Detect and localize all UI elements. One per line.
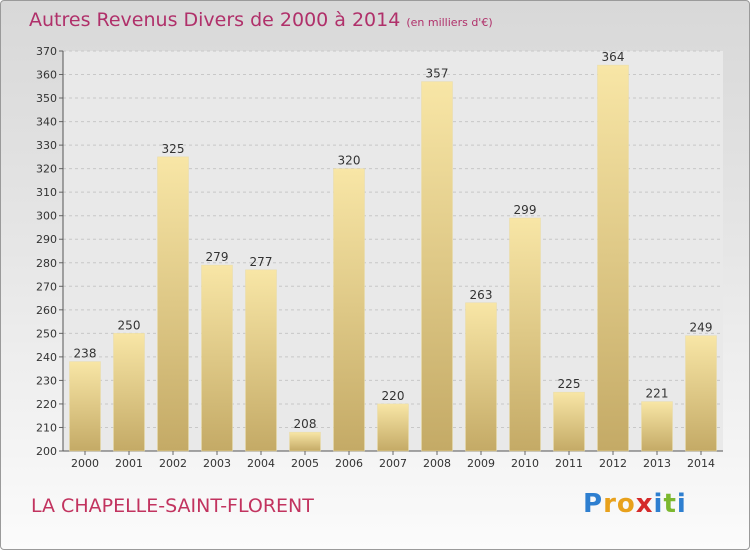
data-label: 221	[646, 387, 669, 401]
bar	[113, 333, 145, 452]
bar	[333, 168, 365, 452]
bar	[509, 217, 541, 452]
x-tick-label: 2004	[247, 457, 275, 470]
data-label: 364	[602, 50, 625, 64]
y-tick-label: 230	[36, 374, 57, 387]
data-label: 220	[382, 389, 405, 403]
chart-subtitle: (en milliers d'€)	[406, 16, 493, 29]
x-tick-label: 2006	[335, 457, 363, 470]
bar	[597, 64, 629, 452]
logo-letter: o	[616, 489, 636, 519]
data-label: 208	[294, 417, 317, 431]
x-tick-label: 2000	[71, 457, 99, 470]
data-label: 357	[426, 67, 449, 81]
data-label: 263	[470, 288, 493, 302]
y-tick-label: 220	[36, 398, 57, 411]
bar-chart: 200 210 220 230 240 250 260 270 280 290 300 310 320 3…	[36, 45, 723, 470]
commune-name: LA CHAPELLE-SAINT-FLORENT	[31, 495, 314, 517]
bar	[641, 401, 673, 452]
x-tick-label: 2005	[291, 457, 319, 470]
y-tick-label: 300	[36, 210, 57, 223]
bar	[157, 156, 189, 452]
bar	[553, 391, 585, 452]
x-tick-label: 2007	[379, 457, 407, 470]
x-tick-label: 2009	[467, 457, 495, 470]
x-tick-label: 2010	[511, 457, 539, 470]
data-label: 249	[690, 321, 713, 335]
bar	[685, 335, 717, 452]
bar	[377, 403, 409, 452]
x-tick-label: 2002	[159, 457, 187, 470]
logo-letter: P	[583, 489, 604, 519]
bar	[289, 431, 321, 452]
x-tick-label: 2008	[423, 457, 451, 470]
data-label: 277	[250, 255, 273, 269]
data-label: 238	[74, 347, 97, 361]
x-tick-label: 2012	[599, 457, 627, 470]
bar	[465, 302, 497, 452]
y-tick-label: 350	[36, 92, 57, 105]
data-label: 225	[558, 377, 581, 391]
data-label: 325	[162, 142, 185, 156]
bar	[421, 81, 453, 452]
y-tick-label: 260	[36, 304, 57, 317]
logo-letter: r	[603, 489, 617, 519]
bar	[245, 269, 277, 452]
logo-letter: i	[676, 489, 687, 519]
proxiti-logo: Proxiti	[583, 489, 687, 519]
y-tick-label: 370	[36, 45, 57, 58]
y-tick-label: 330	[36, 139, 57, 152]
y-tick-label: 200	[36, 445, 57, 458]
chart-title: Autres Revenus Divers de 2000 à 2014 (en …	[29, 9, 493, 31]
y-tick-label: 210	[36, 421, 57, 434]
bar	[69, 361, 101, 452]
y-tick-label: 340	[36, 116, 57, 129]
y-tick-label: 290	[36, 233, 57, 246]
x-tick-label: 2003	[203, 457, 231, 470]
y-tick-label: 320	[36, 163, 57, 176]
y-tick-label: 250	[36, 327, 57, 340]
chart-title-text: Autres Revenus Divers de 2000 à 2014	[29, 9, 401, 31]
data-label: 279	[206, 250, 229, 264]
y-tick-label: 360	[36, 69, 57, 82]
y-tick-label: 280	[36, 257, 57, 270]
y-tick-label: 240	[36, 351, 57, 364]
data-label: 250	[118, 318, 141, 332]
bar	[201, 264, 233, 452]
y-tick-label: 310	[36, 186, 57, 199]
data-label: 320	[338, 154, 361, 168]
x-tick-label: 2013	[643, 457, 671, 470]
x-tick-label: 2011	[555, 457, 583, 470]
data-label: 299	[514, 203, 537, 217]
logo-letter: i	[653, 489, 664, 519]
x-tick-label: 2001	[115, 457, 143, 470]
x-tick-label: 2014	[687, 457, 715, 470]
logo-letter: x	[635, 489, 654, 519]
y-tick-label: 270	[36, 280, 57, 293]
logo-letter: t	[663, 489, 677, 519]
